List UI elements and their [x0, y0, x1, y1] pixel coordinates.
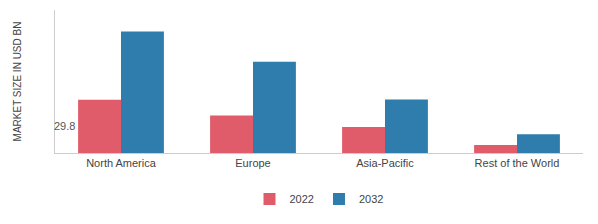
- svg-text:Rest of the World: Rest of the World: [475, 157, 560, 169]
- svg-text:2032: 2032: [359, 193, 383, 205]
- svg-text:2022: 2022: [290, 193, 314, 205]
- svg-text:MARKET SIZE IN USD BN: MARKET SIZE IN USD BN: [12, 22, 23, 142]
- svg-text:29.8: 29.8: [54, 120, 75, 132]
- svg-text:Asia-Pacific: Asia-Pacific: [356, 157, 414, 169]
- svg-text:North America: North America: [86, 157, 157, 169]
- svg-text:Europe: Europe: [235, 157, 270, 169]
